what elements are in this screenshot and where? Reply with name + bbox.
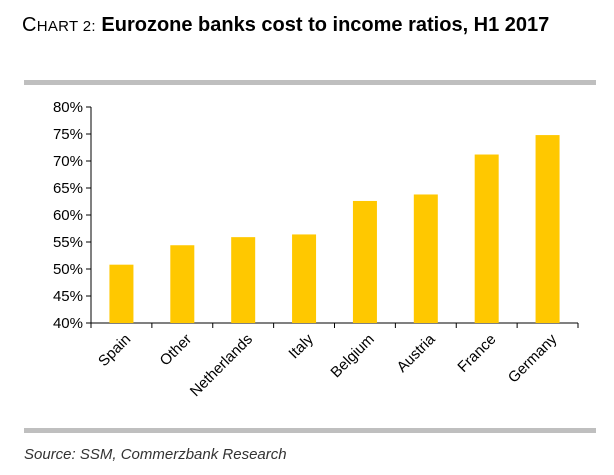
chart-number-initial: C — [22, 14, 37, 36]
x-category-label: Austria — [394, 330, 439, 375]
chart-number: CHART 2: — [22, 14, 96, 36]
x-category-label: Italy — [285, 330, 317, 362]
chart-title-block: CHART 2: Eurozone banks cost to income r… — [22, 14, 549, 37]
chart-axes — [90, 107, 579, 328]
bar-belgium — [352, 200, 377, 323]
y-tick-label: 80% — [53, 99, 83, 116]
bar-spain — [109, 264, 134, 323]
bar-germany — [535, 135, 560, 323]
top-divider — [24, 80, 596, 85]
y-tick-label: 70% — [53, 153, 83, 170]
y-tick-label: 40% — [53, 315, 83, 332]
bar-other — [170, 245, 195, 323]
x-category-label: Belgium — [327, 331, 377, 381]
x-category-label: France — [454, 331, 499, 376]
x-category-label: Germany — [505, 330, 561, 386]
chart-title: Eurozone banks cost to income ratios, H1… — [101, 14, 550, 36]
x-category-label: Spain — [95, 331, 134, 370]
y-tick-label: 60% — [53, 207, 83, 224]
bar-austria — [413, 194, 438, 323]
x-category-label: Other — [157, 331, 196, 370]
y-tick-label: 55% — [53, 234, 83, 251]
y-tick-label: 50% — [53, 261, 83, 278]
x-category-label: Netherlands — [187, 331, 256, 400]
bar-netherlands — [231, 237, 256, 323]
chart-number-rest: HART 2: — [36, 18, 96, 35]
bar-france — [474, 154, 499, 323]
chart-bars — [109, 135, 560, 323]
bar-chart: 40% 45% 50% 55% 60% 65% 70% 75% 80% Spain OtherNe… — [53, 99, 579, 400]
bottom-divider — [24, 428, 596, 433]
y-tick-label: 65% — [53, 180, 83, 197]
y-tick-label: 45% — [53, 288, 83, 305]
source-note: Source: SSM, Commerzbank Research — [24, 446, 287, 463]
y-tick-label: 75% — [53, 126, 83, 143]
bar-italy — [292, 234, 317, 323]
y-axis-ticks: 40% 45% 50% 55% 60% 65% 70% 75% 80% — [53, 99, 91, 332]
